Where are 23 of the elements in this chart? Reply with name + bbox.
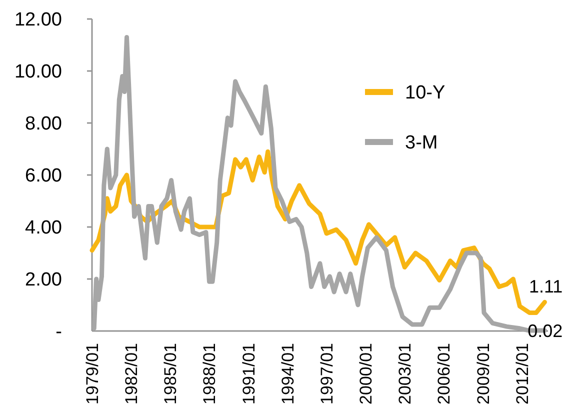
legend-label: 3-M xyxy=(405,132,438,154)
x-tick-label: 1991/01 xyxy=(239,343,258,404)
y-tick-label: 10.00 xyxy=(14,62,62,83)
x-tick-label: 2009/01 xyxy=(474,343,493,404)
x-tick-label: 1985/01 xyxy=(161,343,180,404)
y-tick-label: 2.00 xyxy=(25,270,62,291)
x-tick-label: 1994/01 xyxy=(278,343,298,404)
x-tick-label: 1997/01 xyxy=(317,343,336,404)
y-tick-label: - xyxy=(56,322,62,343)
x-tick-label: 1979/01 xyxy=(82,343,102,404)
x-tick-label: 2000/01 xyxy=(356,343,376,404)
y-tick-label: 8.00 xyxy=(25,114,62,135)
y-tick-label: 12.00 xyxy=(14,10,62,31)
x-tick-label: 2012/01 xyxy=(512,343,532,404)
y-tick-label: 4.00 xyxy=(25,218,62,239)
x-tick-label: 2003/01 xyxy=(396,343,415,404)
y-tick-label: 6.00 xyxy=(25,166,62,187)
annotation: 0.02 xyxy=(528,320,563,341)
annotation: 1.11 xyxy=(529,276,563,296)
x-tick-label: 1982/01 xyxy=(122,343,142,404)
x-tick-label: 2006/01 xyxy=(434,343,454,404)
legend-label: 10-Y xyxy=(405,82,446,104)
x-tick-label: 1988/01 xyxy=(200,343,220,404)
